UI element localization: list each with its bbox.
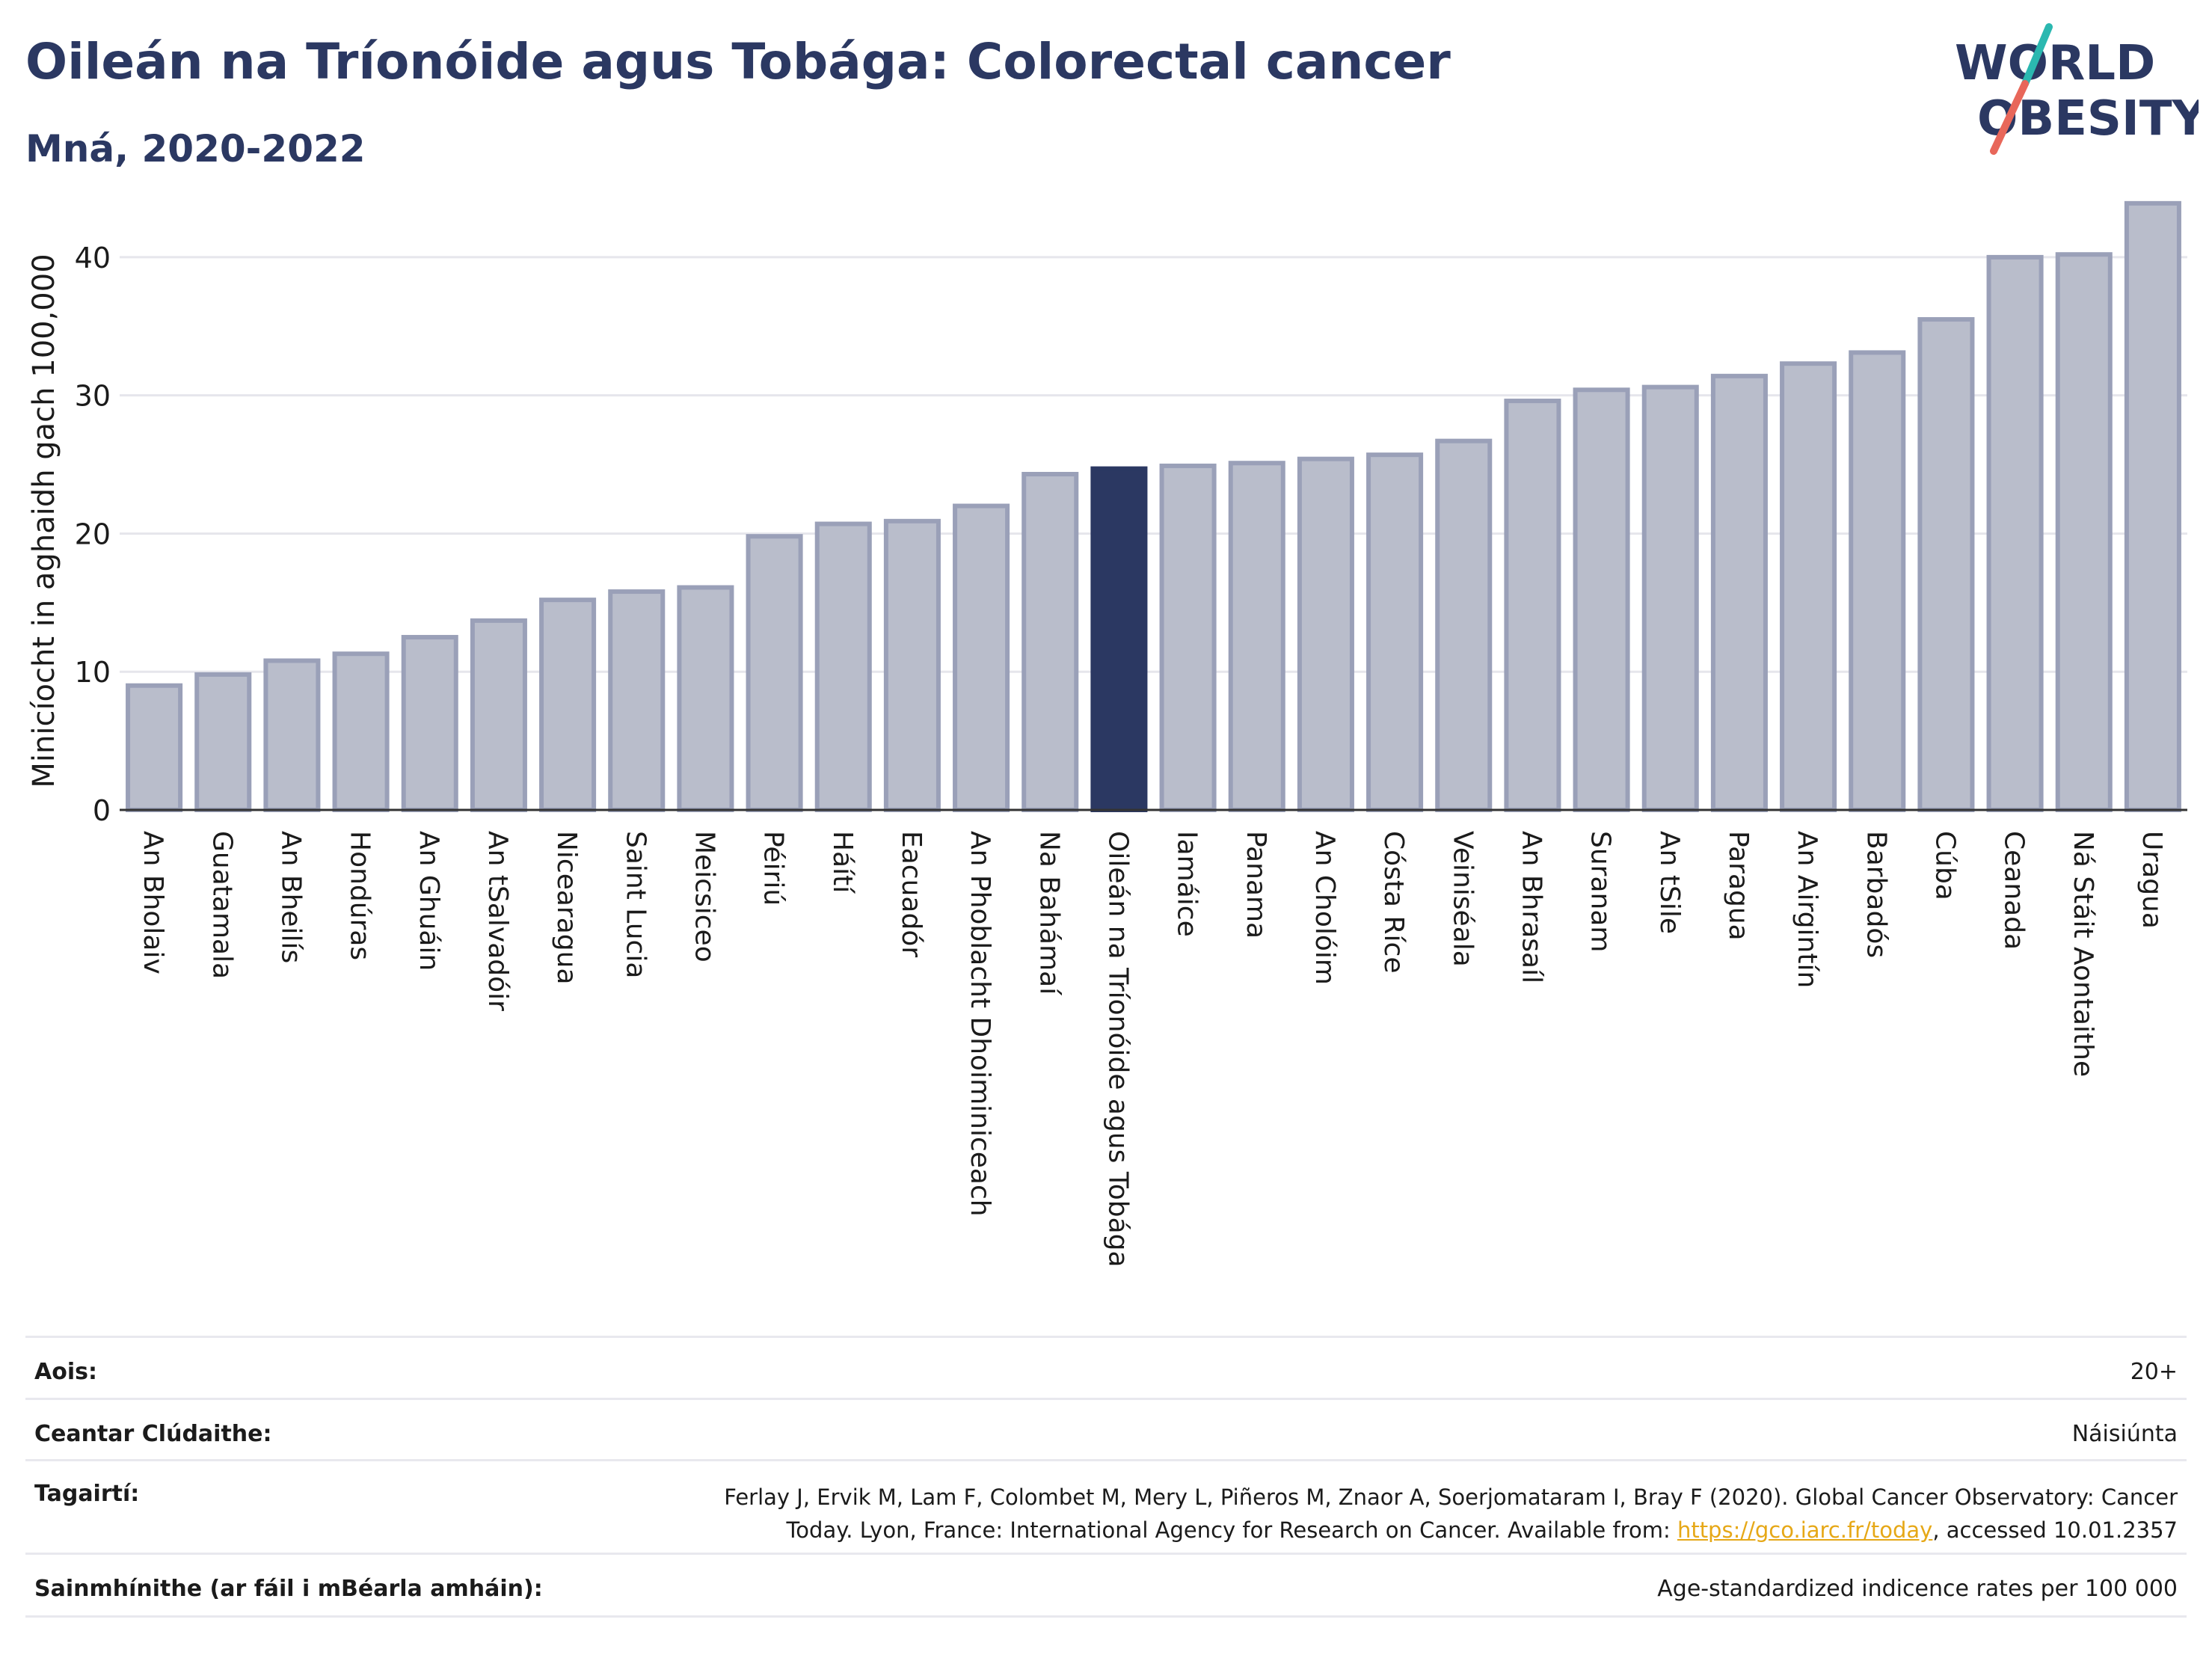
y-axis-label: Minicíocht in aghaidh gach 100,000 <box>27 254 61 787</box>
x-tick-label: Cósta Ríce <box>1378 831 1409 974</box>
meta-label-definitions: Sainmhínithe (ar fáil i mBéarla amháin): <box>34 1576 543 1602</box>
x-tick-label: Guatamala <box>206 831 237 979</box>
x-tick-label: Iamáice <box>1172 831 1202 937</box>
x-tick-label: Paragua <box>1723 831 1754 941</box>
bar <box>1021 472 1079 812</box>
meta-row-definitions: Sainmhínithe (ar fáil i mBéarla amháin):… <box>25 1553 2187 1618</box>
bar <box>194 672 252 812</box>
reference-line-2-pre: Today. Lyon, France: International Agenc… <box>786 1517 1677 1543</box>
logo-text-world: WORLD <box>1955 36 2155 91</box>
bars <box>126 200 2181 813</box>
bar-highlight <box>1090 466 1148 813</box>
bar <box>883 518 941 812</box>
x-tick-label: An Bholaiv <box>138 831 168 974</box>
meta-value-coverage: Náisiúnta <box>2071 1421 2178 1447</box>
meta-label-references: Tagairtí: <box>34 1481 140 1507</box>
grid-lines <box>120 256 2187 673</box>
bar <box>1917 317 1975 812</box>
y-tick-label: 10 <box>75 656 111 689</box>
x-tick-label: Veiniséala <box>1447 831 1478 967</box>
x-tick-label: Na Bahámaí <box>1033 831 1064 995</box>
bar <box>746 534 803 813</box>
x-tick-label: Ceanada <box>1999 831 2030 950</box>
bar <box>1228 461 1285 812</box>
x-tick-label: An Bheilís <box>275 831 306 963</box>
bar <box>2055 252 2113 812</box>
meta-label-coverage: Ceantar Clúdaithe: <box>34 1421 272 1447</box>
bar <box>1504 399 1561 812</box>
bar <box>1849 350 1906 812</box>
meta-row-coverage: Ceantar Clúdaithe: Náisiúnta <box>25 1398 2187 1461</box>
world-obesity-logo: WORLD OBESITY <box>1955 23 2199 155</box>
bar <box>470 618 527 813</box>
bar <box>1297 456 1354 812</box>
bar <box>126 683 183 812</box>
bar <box>332 651 390 813</box>
x-tick-label: Cúba <box>1929 831 1960 900</box>
bar <box>401 635 458 813</box>
chart-subtitle: Mná, 2020-2022 <box>25 127 366 171</box>
bar-chart: 0 10 20 30 40 An Bholaiv Guatamala An Bheilís H… <box>27 200 2187 1268</box>
x-tick-label: Ná Stáit Aontaithe <box>2068 831 2098 1077</box>
chart-title: Oileán na Tríonóide agus Tobága: Colorec… <box>25 33 1451 90</box>
x-tick-label: An tSalvadóir <box>482 831 513 1011</box>
y-tick-label: 0 <box>93 794 111 827</box>
x-tick-label: Péiriú <box>758 831 789 906</box>
bar <box>539 598 597 812</box>
meta-bottom-rule <box>25 1615 2187 1618</box>
reference-line-1: Ferlay J, Ervik M, Lam F, Colombet M, Me… <box>724 1484 2178 1510</box>
bar <box>608 589 666 812</box>
y-axis-ticks: 0 10 20 30 40 <box>75 242 111 827</box>
x-tick-label: Háítí <box>827 831 858 894</box>
bar <box>2124 200 2181 812</box>
bar <box>1710 373 1768 812</box>
x-tick-label: Oileán na Tríonóide agus Tobága <box>1102 831 1133 1268</box>
meta-row-references: Tagairtí: Ferlay J, Ervik M, Lam F, Colo… <box>25 1459 2187 1554</box>
bar <box>1573 387 1630 812</box>
meta-value-definitions: Age-standardized indicence rates per 100… <box>1657 1576 2178 1602</box>
x-tick-label: An Phoblacht Dhoiminiceach <box>965 831 995 1217</box>
bar <box>1780 361 1837 812</box>
x-tick-label: An tSile <box>1654 831 1685 934</box>
meta-label-age: Aois: <box>34 1359 97 1385</box>
bar <box>814 521 872 812</box>
logo-slash-bottom <box>1990 80 2029 155</box>
x-tick-label: Eacuadór <box>896 831 927 957</box>
y-tick-label: 30 <box>75 380 111 413</box>
meta-row-age: Aois: 20+ <box>25 1336 2187 1399</box>
meta-value-references: Ferlay J, Ervik M, Lam F, Colombet M, Me… <box>724 1481 2178 1547</box>
x-tick-label: An Cholóim <box>1309 831 1340 985</box>
bar <box>263 658 321 812</box>
x-tick-label: An Ghuáin <box>414 831 444 971</box>
x-tick-label: Saint Lucia <box>620 831 651 978</box>
bar <box>1641 384 1699 812</box>
bar <box>1986 254 2044 812</box>
meta-value-age: 20+ <box>2130 1359 2178 1385</box>
bar <box>677 585 734 813</box>
x-tick-label: Panama <box>1241 831 1271 939</box>
reference-link[interactable]: https://gco.iarc.fr/today <box>1677 1517 1933 1543</box>
y-tick-label: 40 <box>75 242 111 274</box>
bar <box>1159 463 1217 812</box>
bar <box>1366 452 1424 812</box>
x-axis-labels: An Bholaiv Guatamala An Bheilís Hondúras An … <box>138 831 2167 1268</box>
bar <box>953 503 1010 812</box>
x-tick-label: Hondúras <box>345 831 375 960</box>
x-tick-label: An Bhrasaíl <box>1516 831 1546 983</box>
x-tick-label: An Airgintín <box>1792 831 1822 988</box>
bar <box>1435 438 1493 812</box>
reference-line-2-post: , accessed 10.01.2357 <box>1932 1517 2178 1543</box>
x-tick-label: Nicearagua <box>551 831 582 985</box>
x-tick-label: Suranam <box>1585 831 1616 952</box>
logo-slash-top <box>2021 23 2053 87</box>
y-tick-label: 20 <box>75 518 111 550</box>
x-tick-label: Meicsiceo <box>689 831 719 962</box>
reference-line-2: Today. Lyon, France: International Agenc… <box>724 1514 2178 1547</box>
x-tick-label: Uragua <box>2136 831 2167 929</box>
x-tick-label: Barbadós <box>1861 831 1891 958</box>
